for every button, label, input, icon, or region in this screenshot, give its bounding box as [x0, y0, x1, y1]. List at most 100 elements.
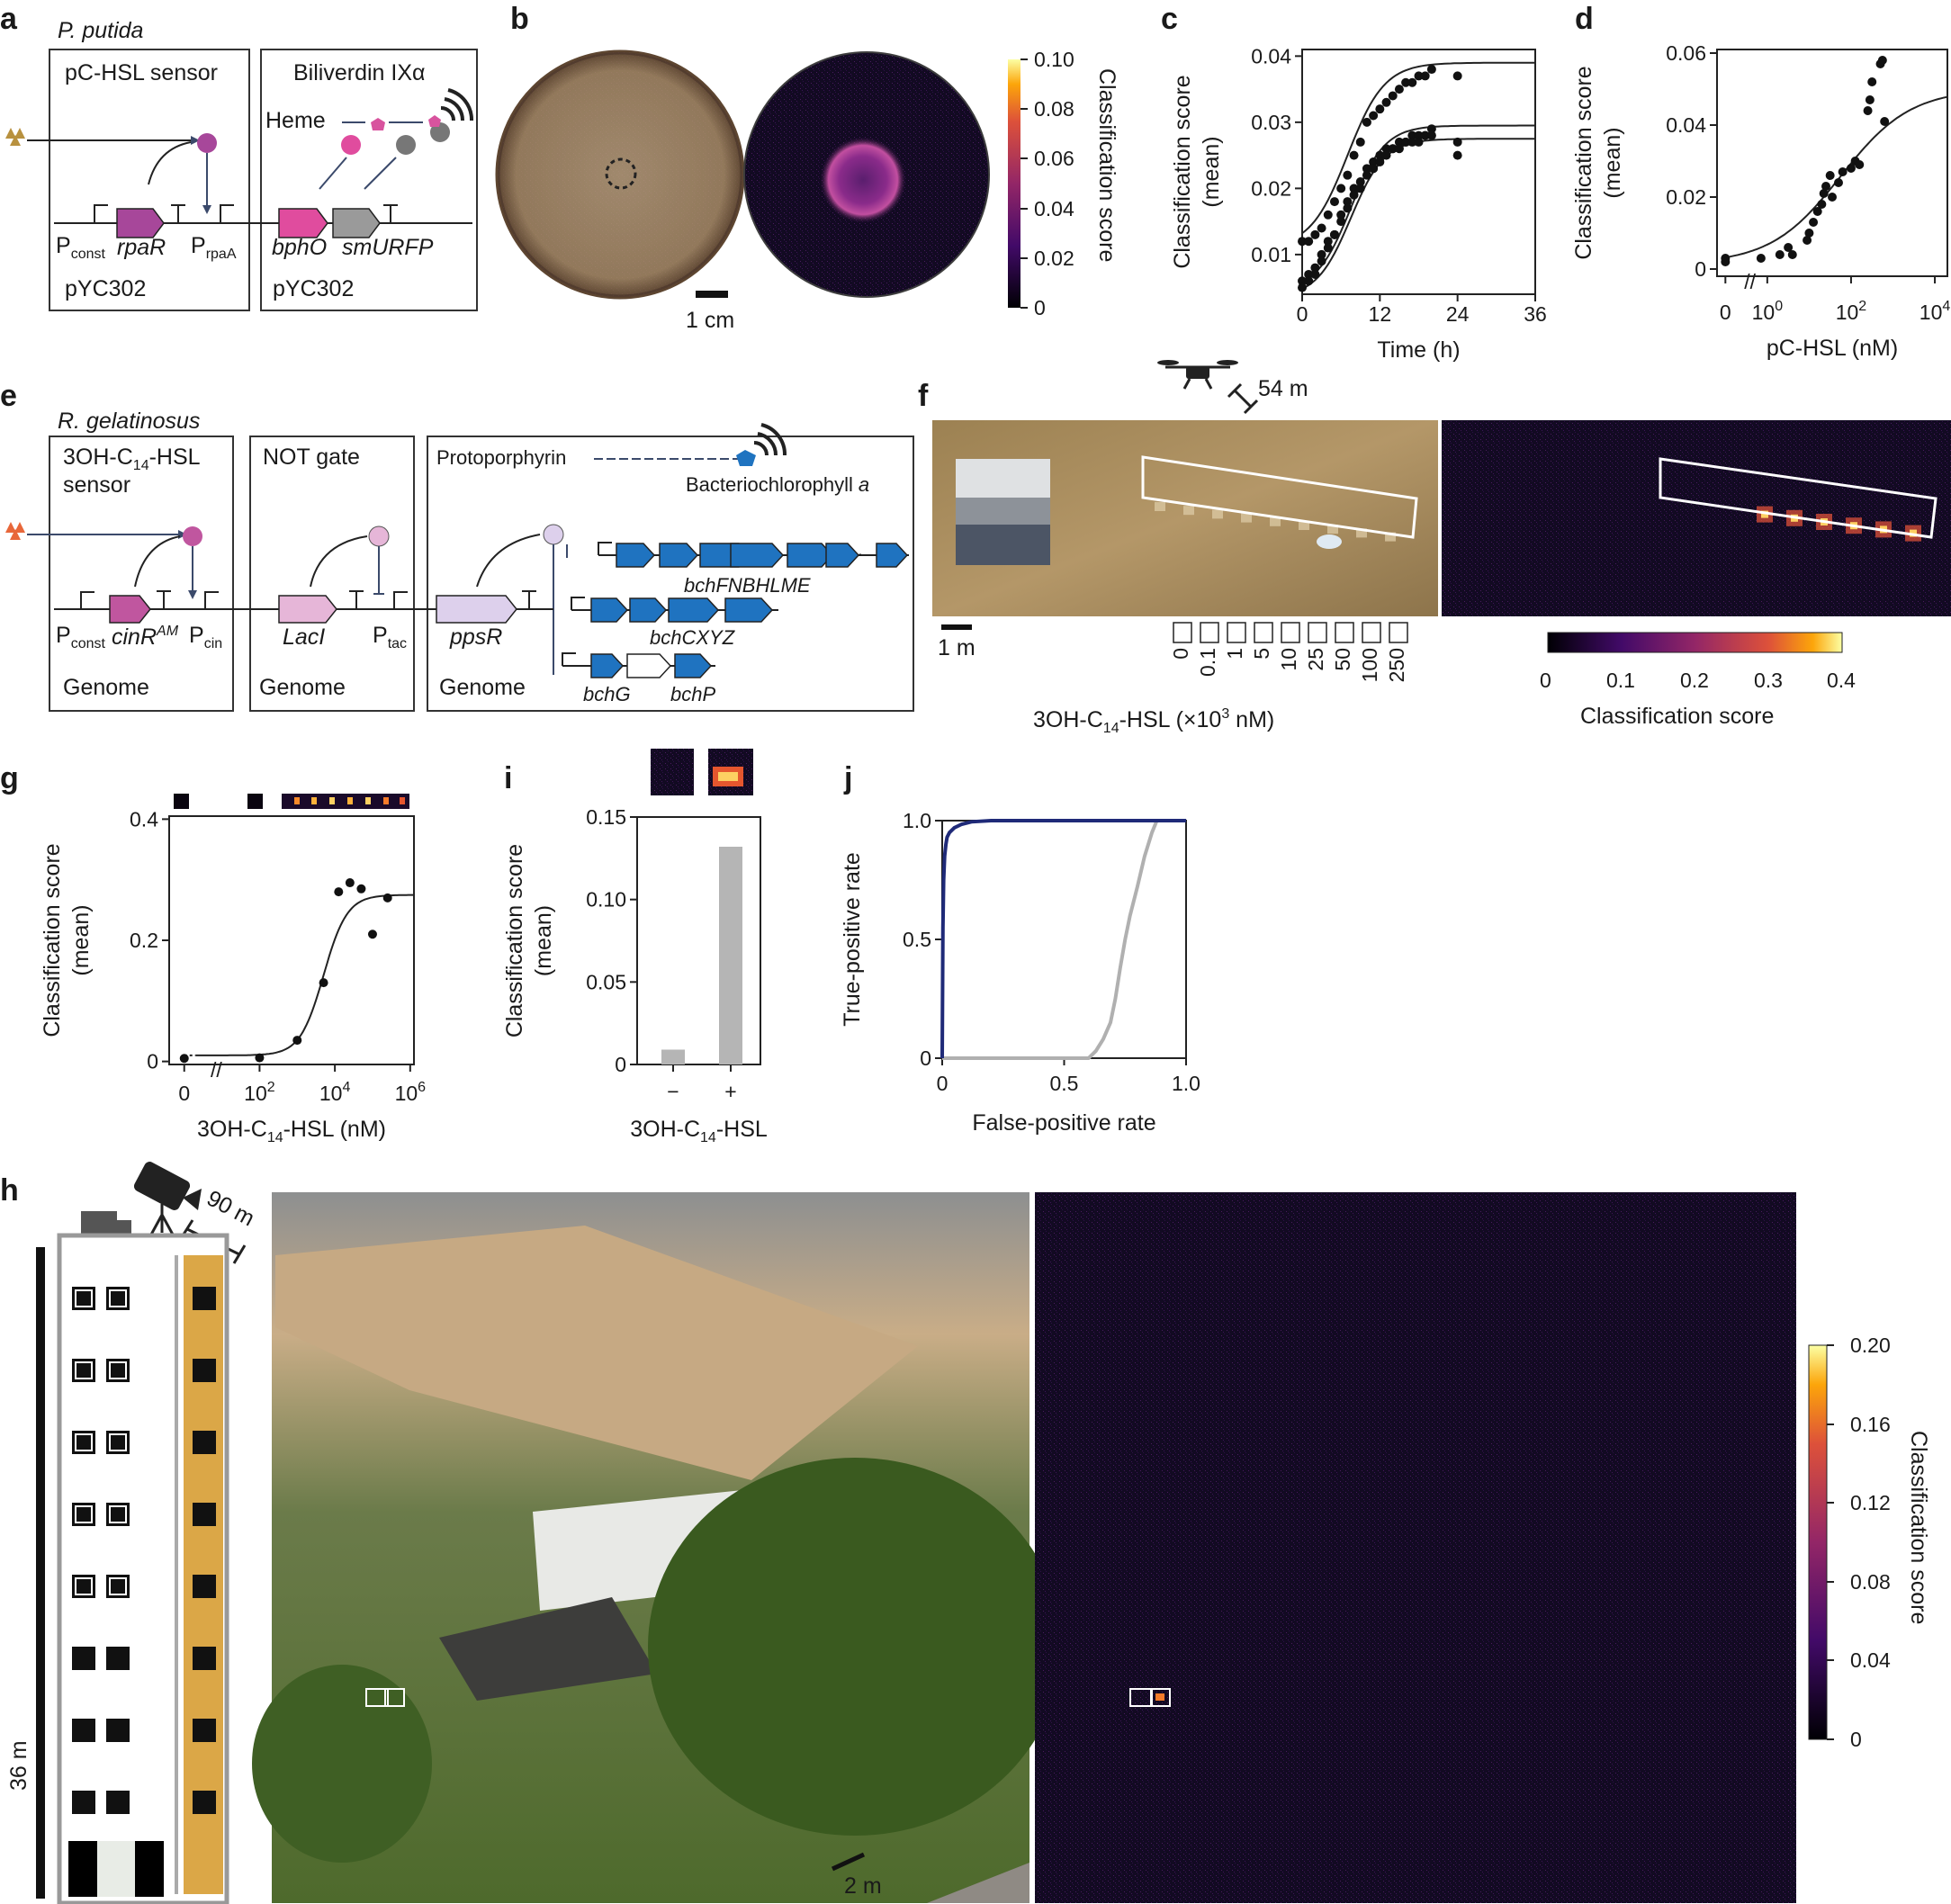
data-point — [1355, 184, 1365, 193]
fit-curve — [1301, 124, 1535, 283]
sample-box-photo-h — [365, 1688, 389, 1707]
promoter-icon — [598, 542, 612, 555]
data-point — [1394, 144, 1404, 154]
y-axis-label: True-positive rate — [840, 852, 865, 1027]
x-tick-label: + — [724, 1080, 736, 1103]
data-point — [1298, 283, 1307, 292]
bchFNBHLME-operon: · — [598, 542, 909, 568]
x-axis-label: 3OH-C14-HSL — [630, 1117, 768, 1145]
data-point — [1394, 137, 1404, 147]
data-point — [1838, 167, 1848, 176]
svg-text:0: 0 — [1850, 1728, 1862, 1751]
data-point — [356, 884, 366, 894]
sensor-title-e: 3OH-C14-HSL — [63, 445, 201, 473]
y-axis-label: Classification score — [502, 844, 527, 1037]
organism-label: P. putida — [58, 18, 144, 43]
bch-gene — [590, 597, 629, 623]
data-point — [292, 1036, 302, 1046]
data-point — [1381, 150, 1391, 160]
data-point — [1362, 164, 1371, 174]
pathway-box — [427, 436, 914, 712]
data-point — [1336, 210, 1346, 220]
heme-label: Heme — [265, 108, 326, 133]
chart-j: 0 0.5 1.0 0 0.5 1.0 False-positive rate True-po… — [840, 809, 1200, 1136]
data-point — [1349, 150, 1359, 160]
colorbar-h-label: Classification score — [1906, 1431, 1931, 1624]
classification-map-h — [1035, 1192, 1796, 1903]
x-tick-label: 104 — [1920, 299, 1951, 324]
data-point — [1880, 117, 1890, 126]
data-point — [1304, 269, 1314, 279]
x-tick-label: 36 — [1524, 302, 1547, 326]
panel-label-j: j — [843, 761, 852, 795]
y-tick-label: 0.04 — [1666, 113, 1706, 137]
y-axis-label: (mean) — [1600, 127, 1625, 198]
concentration-labels: 0 0.1 1 5 10 25 50 100 250 — [1169, 622, 1408, 682]
concentration-box — [1362, 622, 1381, 643]
colorbar-label: Classification score — [1094, 68, 1119, 262]
scale-label-h: 2 m — [844, 1873, 882, 1899]
data-point — [1362, 117, 1371, 127]
data-point — [1388, 144, 1398, 154]
data-point — [1420, 130, 1430, 140]
panel-i: i 0 0.05 0.10 0.15 − +3OH-C14-HSL Classificati… — [502, 749, 768, 1145]
colorbar-h — [1808, 1344, 1828, 1740]
data-point — [1304, 276, 1314, 286]
data-point — [1855, 160, 1865, 169]
data-point — [1407, 77, 1417, 87]
sensor-box-e — [49, 436, 234, 712]
bch-gene — [616, 543, 656, 568]
x-tick-label: 104 — [319, 1080, 351, 1105]
bch-gene — [668, 597, 720, 623]
x-tick-label: 0 — [1720, 301, 1731, 324]
data-point — [1452, 137, 1462, 147]
data-point — [334, 887, 344, 897]
x-axis-label: False-positive rate — [972, 1110, 1155, 1136]
plot-frame — [636, 816, 761, 1065]
svg-text:0.3: 0.3 — [1754, 669, 1783, 692]
colorbar-tick: 0 — [1034, 296, 1046, 319]
x-tick-label: 12 — [1369, 302, 1392, 326]
data-point — [1336, 217, 1346, 227]
data-point — [1343, 170, 1353, 180]
cinR-label: cinRAM — [112, 624, 179, 650]
panel-label-d: d — [1575, 2, 1594, 36]
bar — [661, 1049, 685, 1064]
fluorescence-signal-icon — [440, 88, 474, 121]
plot-frame — [1301, 49, 1536, 295]
data-point — [1343, 203, 1353, 213]
y-tick-label: 0.15 — [586, 805, 626, 829]
cinR-protein-icon — [183, 526, 202, 546]
concentration-box — [1335, 622, 1354, 643]
bchCXYZ-label: bchCXYZ — [650, 626, 736, 649]
data-point — [1426, 124, 1436, 134]
y-tick-label: 0.05 — [586, 970, 626, 993]
data-point — [1329, 197, 1339, 207]
window — [193, 1647, 216, 1670]
x-axis-label: pC-HSL (nM) — [1767, 336, 1898, 361]
bchP-label: bchP — [670, 683, 715, 705]
data-point — [1317, 223, 1326, 233]
window-frame — [109, 1433, 127, 1451]
data-point — [1867, 77, 1877, 86]
svg-text:0.2: 0.2 — [1680, 669, 1709, 692]
colorbar-tick: 0.02 — [1034, 247, 1074, 270]
sample-spot — [1385, 532, 1396, 542]
y-tick-label: 0.01 — [1251, 243, 1291, 266]
reporter-title: Biliverdin IXα — [293, 60, 425, 85]
chart-i: 0 0.05 0.10 0.15 − +3OH-C14-HSL Classification… — [502, 805, 768, 1145]
data-point — [1298, 237, 1307, 247]
data-point — [1355, 137, 1365, 147]
terminator-icon — [171, 204, 185, 223]
panel-c: c 0 12 24 36 0.01 0.02 0.03 0.04 Time (h) Classif… — [1161, 2, 1547, 363]
data-point — [1833, 178, 1843, 187]
data-point — [1362, 170, 1371, 180]
plot-frame — [941, 820, 1187, 1059]
genome-label-1: Genome — [63, 675, 149, 700]
plot-frame — [168, 815, 415, 1065]
concentration-label: 50 — [1331, 648, 1354, 671]
scale-label-f: 1 m — [938, 635, 976, 660]
bch-gene — [626, 653, 672, 678]
data-point — [1310, 269, 1320, 279]
concentration-label: 1 — [1223, 648, 1246, 660]
